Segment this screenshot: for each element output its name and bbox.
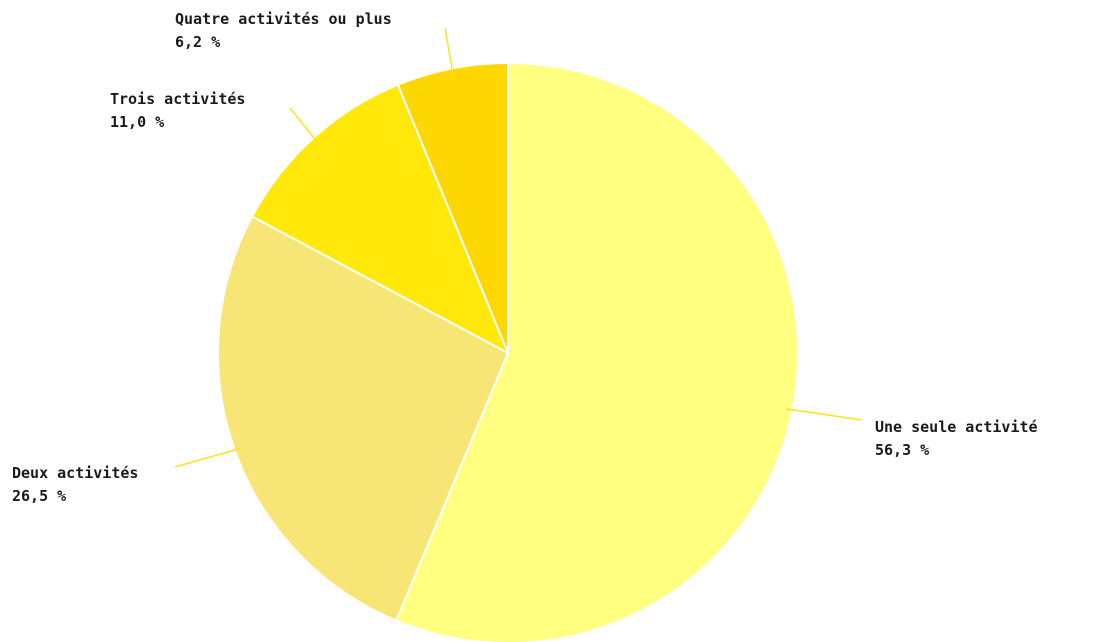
leader-line-deux-activites [174,447,241,468]
leader-line-quatre-activites-ou-plus [444,27,454,75]
slice-value-trois-activites: 11,0 % [110,113,164,131]
slice-value-une-seule-activite: 56,3 % [875,441,929,459]
slice-label-quatre-activites-ou-plus: Quatre activités ou plus [175,10,392,28]
slice-label-une-seule-activite: Une seule activité [875,418,1038,436]
slice-label-trois-activites: Trois activités [110,90,245,108]
slice-value-quatre-activites-ou-plus: 6,2 % [175,33,220,51]
slice-value-deux-activites: 26,5 % [12,487,66,505]
leader-line-une-seule-activite [786,408,863,421]
slice-label-deux-activites: Deux activités [12,464,138,482]
pie-slices [217,61,799,642]
leader-lines [174,27,863,468]
leader-line-trois-activites [289,107,319,143]
slice-labels: Une seule activité 56,3 % Deux activités 26… [12,10,1038,505]
